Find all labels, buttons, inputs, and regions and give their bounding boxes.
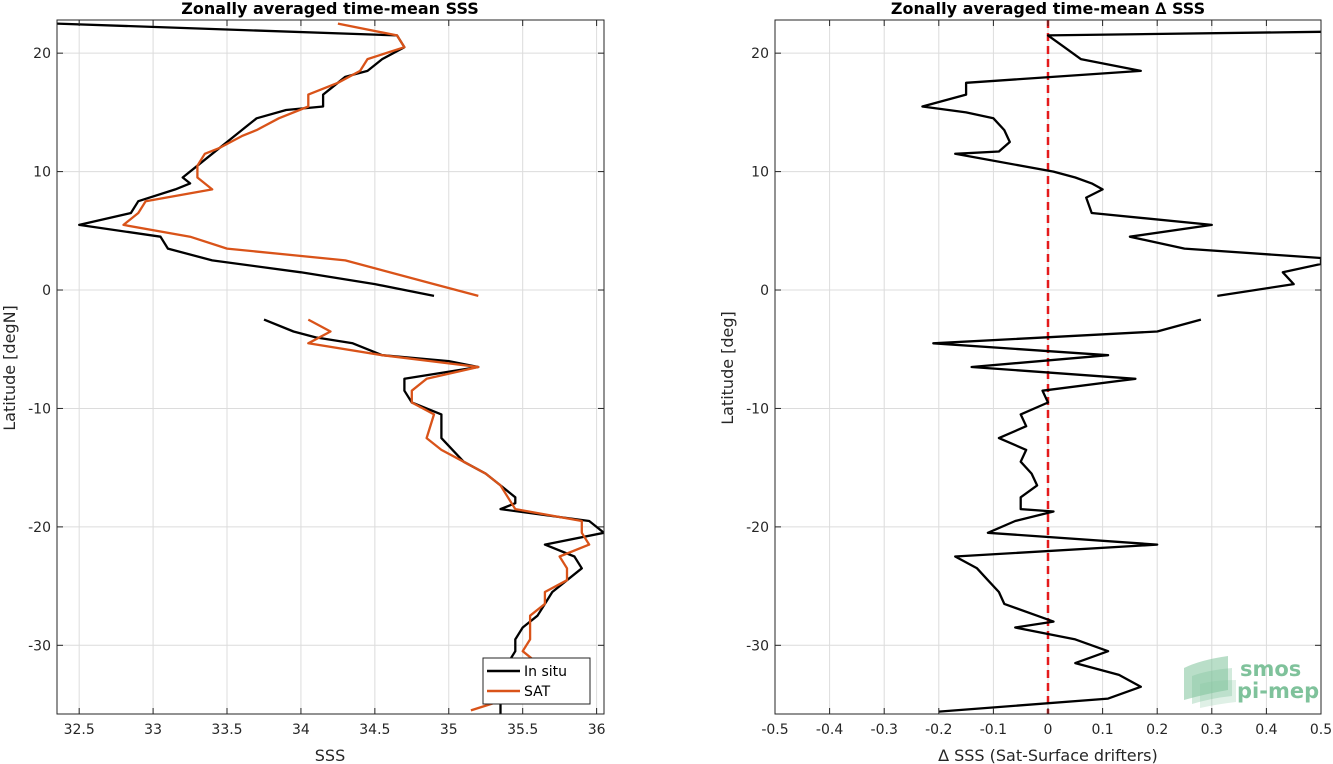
left-y-tick-label-4: 10 — [33, 165, 51, 181]
left-y-ticks: -30 -20 -10 0 10 20 — [28, 46, 604, 654]
left-x-axis-label: SSS — [315, 746, 345, 764]
right-x-tick-label-6: 0.1 — [1091, 722, 1113, 738]
left-x-ticks: 32.5 33 33.5 34 34.5 35 35.5 36 — [64, 20, 606, 738]
left-y-tick-label-0: -30 — [28, 638, 51, 654]
left-chart: Zonally averaged time-mean SSS 32.5 33 33.… — [0, 0, 606, 764]
right-series-series-segment-0 — [921, 30, 1321, 298]
left-y-tick-label-1: -20 — [28, 520, 51, 536]
right-y-tick-label-2: -10 — [746, 401, 769, 417]
legend-label-sat: SAT — [524, 684, 551, 700]
left-y-tick-label-3: 0 — [42, 283, 51, 299]
right-x-tick-label-5: 0 — [1044, 722, 1053, 738]
logo-wave-icon — [1184, 656, 1236, 708]
right-x-tick-label-0: -0.5 — [761, 722, 788, 738]
right-chart-title: Zonally averaged time-mean ∆ SSS — [891, 0, 1205, 18]
right-x-ticks: -0.5 -0.4 -0.3 -0.2 -0.1 0 0.1 0.2 0.3 0.4 0.5 — [761, 20, 1332, 738]
left-y-tick-label-2: -10 — [28, 401, 51, 417]
left-x-tick-label-2: 33.5 — [211, 722, 242, 738]
left-series-sat-segment-1 — [307, 318, 591, 664]
right-series-lines — [921, 30, 1321, 713]
right-x-tick-label-8: 0.3 — [1201, 722, 1223, 738]
left-axes-frame — [56, 19, 605, 715]
right-y-tick-label-4: 10 — [751, 165, 769, 181]
right-x-tick-label-7: 0.2 — [1146, 722, 1168, 738]
left-y-tick-label-5: 20 — [33, 46, 51, 62]
legend-label-in-situ: In situ — [524, 664, 567, 680]
left-x-tick-label-6: 35.5 — [507, 722, 538, 738]
left-x-tick-label-3: 34 — [292, 722, 310, 738]
left-series-in-situ-segment-0 — [57, 22, 435, 298]
right-x-axis-label: ∆ SSS (Sat-Surface drifters) — [937, 746, 1157, 764]
right-y-axis-label: Latitude [deg] — [718, 311, 737, 425]
left-x-tick-label-4: 34.5 — [359, 722, 390, 738]
right-x-tick-label-10: 0.5 — [1310, 722, 1332, 738]
legend-box — [482, 657, 591, 705]
left-chart-title: Zonally averaged time-mean SSS — [181, 0, 479, 18]
logo-text-smos: smos — [1240, 657, 1301, 681]
smos-pi-mep-logo: smos pi-mep — [1184, 656, 1319, 708]
right-y-tick-label-5: 20 — [751, 46, 769, 62]
right-x-tick-label-3: -0.2 — [925, 722, 952, 738]
left-x-tick-label-1: 33 — [144, 722, 162, 738]
legend: In situ SAT — [482, 657, 591, 705]
right-x-tick-label-9: 0.4 — [1255, 722, 1277, 738]
right-x-tick-label-2: -0.3 — [871, 722, 898, 738]
left-x-tick-label-7: 36 — [588, 722, 606, 738]
right-y-tick-label-1: -20 — [746, 520, 769, 536]
right-y-ticks: -30 -20 -10 0 10 20 — [746, 46, 1321, 654]
left-y-axis-label: Latitude [degN] — [0, 305, 19, 431]
right-grid — [774, 20, 1322, 714]
right-chart: Zonally averaged time-mean ∆ SSS -0.5 -0.… — [718, 0, 1332, 764]
left-series-sat-segment-0 — [122, 22, 479, 298]
right-y-tick-label-3: 0 — [760, 283, 769, 299]
logo-text-pi-mep: pi-mep — [1237, 679, 1319, 703]
left-x-tick-label-5: 35 — [440, 722, 458, 738]
left-grid — [57, 20, 604, 714]
left-series-in-situ-segment-1 — [263, 318, 604, 664]
left-series-lines — [57, 22, 604, 714]
right-x-tick-label-4: -0.1 — [980, 722, 1007, 738]
right-series-series-segment-1 — [932, 318, 1202, 713]
right-y-tick-label-0: -30 — [746, 638, 769, 654]
right-x-tick-label-1: -0.4 — [816, 722, 843, 738]
left-x-tick-label-0: 32.5 — [64, 722, 95, 738]
